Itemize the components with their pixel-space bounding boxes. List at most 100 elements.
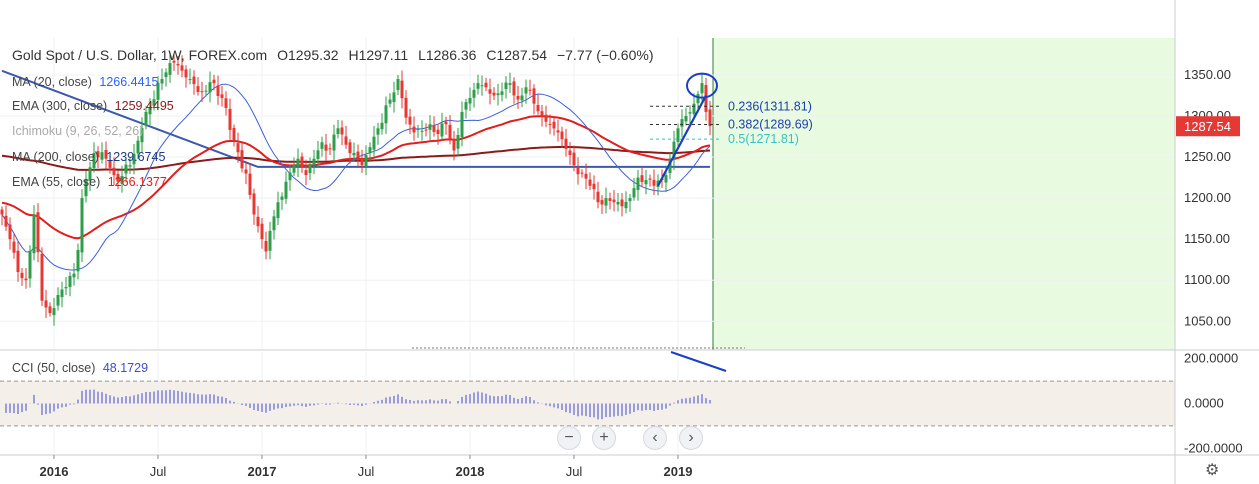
candle — [432, 116, 436, 137]
candle-body — [536, 105, 540, 112]
legend-value: 1266.1377 — [107, 175, 167, 189]
candle-body — [496, 93, 500, 96]
candle-body — [592, 183, 596, 190]
candle — [620, 193, 624, 217]
legend-ema55[interactable]: EMA (55, close) 1266.1377 — [12, 175, 167, 189]
candle-body — [208, 82, 212, 93]
candle-body — [336, 128, 340, 135]
candle — [476, 74, 480, 95]
candle — [284, 171, 288, 204]
candle — [80, 189, 84, 262]
candle-body — [296, 158, 300, 167]
price-tick-label: 1350.00 — [1184, 67, 1231, 82]
candle-body — [392, 92, 396, 102]
candle — [292, 157, 296, 176]
candle — [316, 140, 320, 168]
candle-body — [260, 223, 264, 240]
candle-body — [544, 114, 548, 122]
candle-body — [400, 80, 404, 99]
zoom-out-button[interactable]: − — [557, 426, 581, 450]
legend-label: MA (200, close) — [12, 150, 99, 164]
candle-body — [156, 82, 160, 100]
candle-body — [248, 173, 252, 195]
candle — [484, 77, 488, 92]
candle-body — [48, 306, 52, 314]
candle-body — [636, 177, 640, 190]
candle — [520, 87, 524, 108]
gear-icon[interactable]: ⚙ — [1205, 462, 1220, 479]
legend-ema300[interactable]: EMA (300, close) 1259.4495 — [12, 99, 174, 113]
candle — [508, 72, 512, 93]
candle — [524, 79, 528, 104]
candle — [100, 142, 104, 164]
candle — [456, 127, 460, 157]
candle-body — [472, 89, 476, 98]
candle-body — [632, 188, 636, 198]
candle-body — [516, 95, 520, 100]
legend-ma200[interactable]: MA (200, close) 1239.6745 — [12, 150, 165, 164]
candle — [252, 188, 256, 225]
candle-body — [40, 253, 44, 301]
legend-label: EMA (300, close) — [12, 99, 108, 113]
candle-body — [388, 99, 392, 104]
candle-body — [492, 92, 496, 96]
candle — [532, 84, 536, 115]
candle-body — [648, 178, 652, 180]
candle-body — [256, 216, 260, 227]
candle-body — [624, 201, 628, 209]
candle — [552, 116, 556, 136]
candle — [528, 79, 532, 96]
candle — [124, 157, 128, 183]
candle-body — [532, 88, 536, 104]
candle-body — [680, 119, 684, 127]
background-layer — [0, 38, 1175, 426]
scroll-back-button[interactable]: ‹ — [643, 426, 667, 450]
divergence-line-cci — [670, 351, 727, 372]
candle-body — [440, 123, 444, 137]
legend-ma20[interactable]: MA (20, close) 1266.4415 — [12, 75, 158, 89]
candle-body — [8, 224, 12, 240]
scroll-forward-button[interactable]: › — [679, 426, 703, 450]
candle — [544, 105, 548, 128]
highlight-circle — [686, 72, 718, 99]
candle — [16, 240, 20, 282]
candle — [472, 82, 476, 108]
candle-body — [568, 150, 572, 156]
candle-body — [384, 105, 388, 124]
legend-label: Ichimoku (9, 26, 52, 26) — [12, 124, 144, 138]
candle-body — [172, 60, 176, 63]
time-tick-label: 2017 — [248, 464, 277, 479]
time-tick-label: 2016 — [40, 464, 69, 479]
zoom-in-button[interactable]: + — [592, 426, 616, 450]
candle — [12, 233, 16, 259]
legend-ichimoku[interactable]: Ichimoku (9, 26, 52, 26) — [12, 124, 143, 138]
candle — [300, 152, 304, 173]
candle — [76, 243, 80, 280]
candle-body — [168, 63, 172, 75]
candle-body — [140, 127, 144, 143]
candle-body — [32, 214, 36, 254]
candle — [116, 170, 120, 190]
candle-body — [612, 199, 616, 203]
candle — [500, 82, 504, 102]
candle — [156, 76, 160, 111]
candle-body — [92, 152, 96, 169]
last-price-tag — [1176, 116, 1240, 137]
candle-body — [124, 164, 128, 174]
candle — [652, 169, 656, 196]
candle-body — [676, 128, 680, 142]
legend-cci[interactable]: CCI (50, close) 48.1729 — [12, 361, 148, 375]
candle — [44, 289, 48, 319]
candle — [224, 91, 228, 116]
candle — [228, 98, 232, 140]
time-tick-label: 2018 — [456, 464, 485, 479]
candle-body — [548, 123, 552, 125]
candle-body — [192, 76, 196, 85]
candle-body — [180, 65, 184, 71]
candle — [4, 205, 8, 231]
candle — [244, 161, 248, 185]
candle-body — [584, 173, 588, 179]
candle — [288, 164, 292, 191]
